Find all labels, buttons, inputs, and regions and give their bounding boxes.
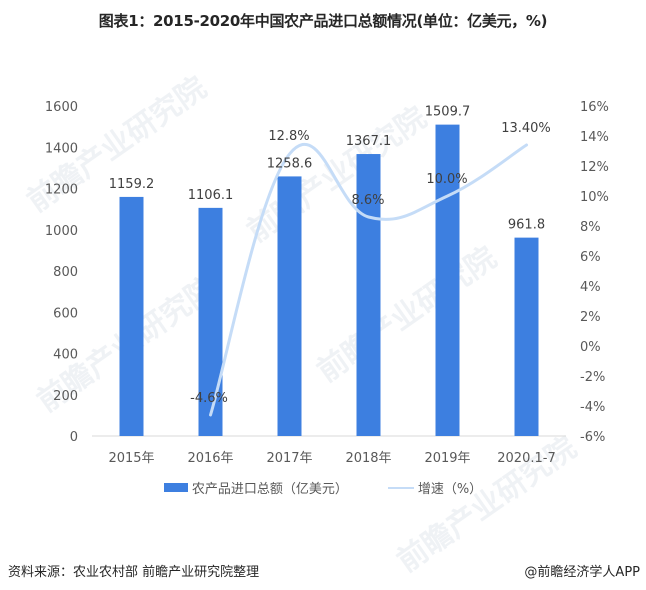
left-tick-label: 800 xyxy=(53,265,78,280)
growth-line xyxy=(209,143,528,417)
x-category-label: 2018年 xyxy=(345,451,391,466)
growth-value-label: 12.8% xyxy=(268,129,309,144)
right-tick-label: 2% xyxy=(580,310,601,325)
growth-value-label: 13.40% xyxy=(501,121,551,136)
bar xyxy=(435,124,460,436)
x-axis-labels: 2015年 2016年 2017年 2018年 2019年 2020.1-7 xyxy=(108,451,555,466)
x-category-label: 2016年 xyxy=(187,451,233,466)
legend-item-bar: 农产品进口总额（亿美元） xyxy=(163,478,348,497)
right-tick-label: 10% xyxy=(580,190,609,205)
x-category-label: 2020.1-7 xyxy=(497,451,555,466)
left-tick-label: 600 xyxy=(53,306,78,321)
bar-value-label: 1509.7 xyxy=(425,105,471,120)
left-tick-label: 200 xyxy=(53,389,78,404)
line-data-labels: -4.6% 12.8% 8.6% 10.0% 13.40% xyxy=(190,121,551,406)
growth-value-label: 8.6% xyxy=(351,193,384,208)
x-category-label: 2017年 xyxy=(266,451,312,466)
left-tick-label: 0 xyxy=(70,430,78,445)
left-tick-label: 400 xyxy=(53,348,78,363)
bar xyxy=(356,154,381,436)
left-tick-label: 1600 xyxy=(45,100,78,115)
bar-series xyxy=(119,124,539,436)
right-tick-label: 12% xyxy=(580,160,609,175)
left-axis: 1600 1400 1200 1000 800 600 400 200 0 xyxy=(45,100,78,445)
growth-value-label: 10.0% xyxy=(426,172,467,187)
bar-value-label: 1159.2 xyxy=(109,177,155,192)
legend-line-label: 增速（%） xyxy=(417,482,483,497)
bar-value-label: 961.8 xyxy=(508,218,545,233)
right-axis: 16% 14% 12% 10% 8% 6% 4% 2% 0% -2% -4% -6% xyxy=(580,100,609,445)
bar xyxy=(198,207,223,436)
bar xyxy=(277,176,302,436)
bar xyxy=(119,196,144,436)
source-note: 资料来源：农业农村部 前瞻产业研究院整理 xyxy=(8,565,260,580)
bar-value-label: 1258.6 xyxy=(267,156,313,171)
line-swatch-icon xyxy=(387,486,414,489)
chart-title: 图表1：2015-2020年中国农产品进口总额情况(单位：亿美元，%) xyxy=(98,12,548,30)
right-tick-label: 4% xyxy=(580,280,601,295)
bar xyxy=(514,237,539,436)
right-tick-label: -6% xyxy=(580,430,605,445)
bar-swatch-icon xyxy=(163,483,188,492)
right-tick-label: 0% xyxy=(580,340,601,355)
credit: @前瞻经济学人APP xyxy=(524,565,640,580)
right-tick-label: -4% xyxy=(580,400,605,415)
bar-value-label: 1106.1 xyxy=(188,188,234,203)
x-category-label: 2019年 xyxy=(424,451,470,466)
legend-item-line: 增速（%） xyxy=(387,478,483,497)
x-category-label: 2015年 xyxy=(108,451,154,466)
right-tick-label: 16% xyxy=(580,100,609,115)
left-tick-label: 1400 xyxy=(45,141,78,156)
left-tick-label: 1200 xyxy=(45,183,78,198)
right-tick-label: -2% xyxy=(580,370,605,385)
bar-data-labels: 1159.2 1106.1 1258.6 1367.1 1509.7 961.8 xyxy=(109,105,545,233)
right-tick-label: 14% xyxy=(580,130,609,145)
right-tick-label: 6% xyxy=(580,250,601,265)
left-tick-label: 1000 xyxy=(45,224,78,239)
growth-value-label: -4.6% xyxy=(190,391,228,406)
bar-value-label: 1367.1 xyxy=(346,134,392,149)
right-tick-label: 8% xyxy=(580,220,601,235)
legend: 农产品进口总额（亿美元） 增速（%） xyxy=(0,478,646,497)
legend-bar-label: 农产品进口总额（亿美元） xyxy=(191,482,348,497)
